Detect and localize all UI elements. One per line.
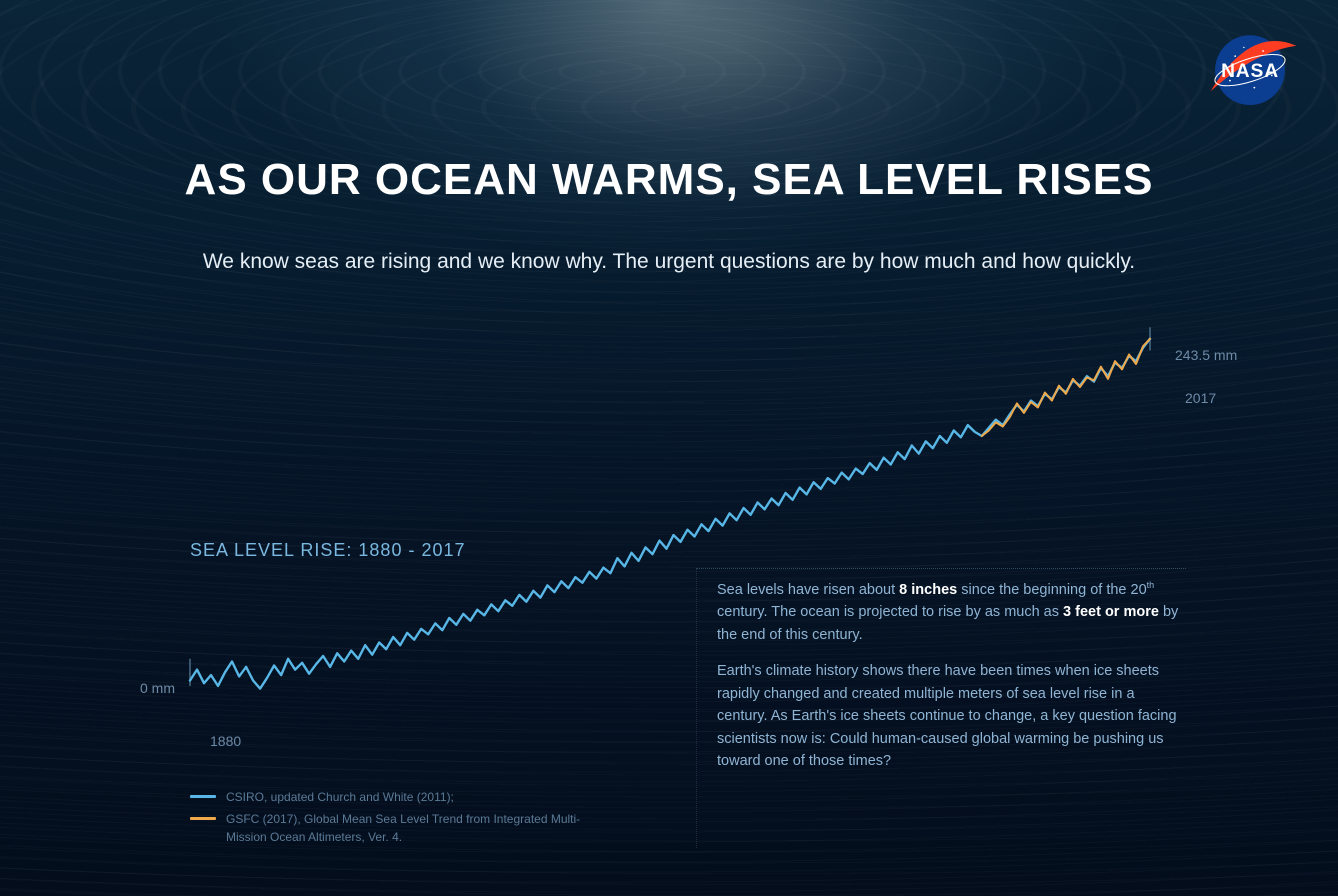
info-paragraph-1: Sea levels have risen about 8 inches sin… <box>717 579 1186 646</box>
x-end-label: 2017 <box>1185 390 1216 406</box>
legend-swatch <box>190 795 216 798</box>
chart-legend: CSIRO, updated Church and White (2011); … <box>190 788 610 850</box>
legend-item: CSIRO, updated Church and White (2011); <box>190 788 610 806</box>
y-end-label: 243.5 mm <box>1175 347 1237 363</box>
nasa-logo: NASA <box>1202 30 1298 110</box>
legend-swatch <box>190 817 216 820</box>
info-box: Sea levels have risen about 8 inches sin… <box>696 568 1186 848</box>
info-paragraph-2: Earth's climate history shows there have… <box>717 660 1186 772</box>
page-subtitle: We know seas are rising and we know why.… <box>0 250 1338 274</box>
legend-label: GSFC (2017), Global Mean Sea Level Trend… <box>226 810 610 846</box>
legend-item: GSFC (2017), Global Mean Sea Level Trend… <box>190 810 610 846</box>
svg-text:NASA: NASA <box>1221 61 1279 82</box>
legend-label: CSIRO, updated Church and White (2011); <box>226 788 454 806</box>
x-start-label: 1880 <box>210 733 241 749</box>
y-start-label: 0 mm <box>140 680 175 696</box>
page-title: AS OUR OCEAN WARMS, SEA LEVEL RISES <box>0 155 1338 205</box>
